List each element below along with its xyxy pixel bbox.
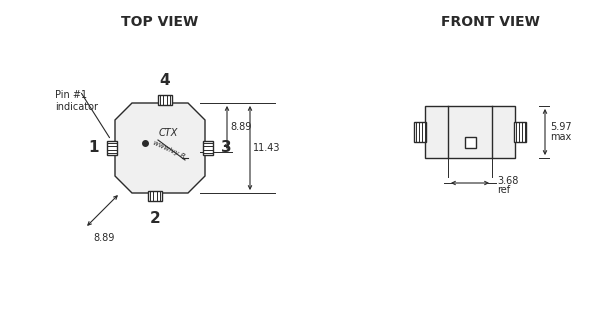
Text: 11.43: 11.43 [253, 143, 280, 153]
Text: 5.97: 5.97 [550, 122, 572, 132]
Text: 8.89: 8.89 [93, 233, 114, 243]
Text: TOP VIEW: TOP VIEW [121, 15, 198, 29]
Text: 8.89: 8.89 [230, 122, 251, 132]
Bar [425, 106, 515, 158]
Bar [514, 122, 526, 142]
Text: 3: 3 [221, 141, 232, 155]
Text: Pin #1
indicator: Pin #1 indicator [55, 90, 98, 112]
Bar [158, 95, 172, 105]
Text: CTX: CTX [158, 128, 178, 138]
Bar [414, 122, 426, 142]
Text: 2: 2 [149, 211, 160, 226]
Polygon shape [115, 103, 205, 193]
Bar [148, 191, 162, 201]
Text: ref: ref [497, 185, 510, 195]
Text: wwwlvy R: wwwlvy R [152, 140, 186, 160]
Text: max: max [550, 132, 571, 142]
Bar [464, 137, 475, 148]
Text: 3.68: 3.68 [497, 176, 518, 186]
Text: FRONT VIEW: FRONT VIEW [441, 15, 540, 29]
Text: 4: 4 [160, 73, 171, 88]
Bar [203, 141, 213, 155]
Text: 1: 1 [89, 141, 99, 155]
Bar [107, 141, 117, 155]
